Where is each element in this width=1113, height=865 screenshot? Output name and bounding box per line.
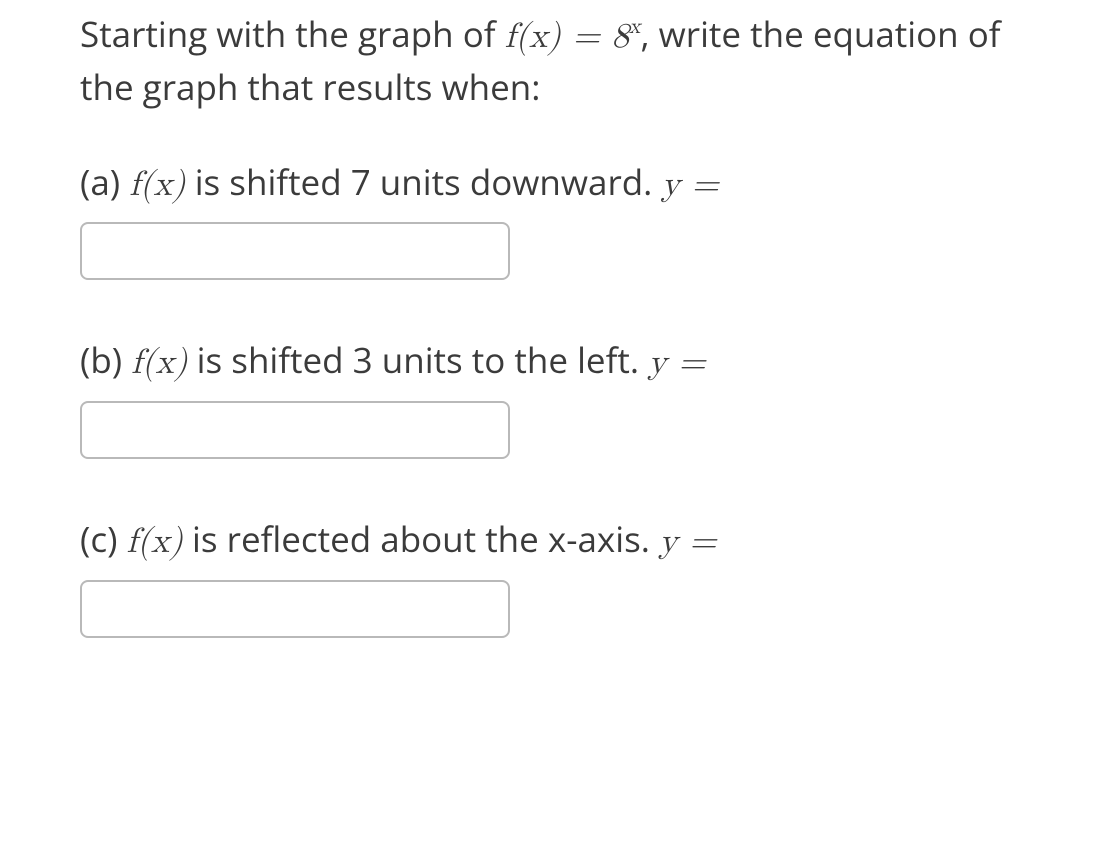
part-b-desc: is shifted 3 units to the left. <box>188 337 649 384</box>
question-page: Starting with the graph of f(x) = 8x, wr… <box>0 0 1113 734</box>
intro-pre: Starting with the graph of <box>80 11 505 58</box>
part-a-line: (a) f(x) is shifted 7 units downward. y … <box>80 158 1053 211</box>
part-c-line: (c) f(x) is reflected about the x-axis. … <box>80 515 1053 568</box>
part-a-desc: is shifted 7 units downward. <box>186 159 662 206</box>
part-c-label: (c) <box>80 516 127 563</box>
answer-input-a[interactable] <box>80 222 510 280</box>
part-b-line: (b) f(x) is shifted 3 units to the left.… <box>80 336 1053 389</box>
part-a: (a) f(x) is shifted 7 units downward. y … <box>80 158 1053 281</box>
part-c: (c) f(x) is reflected about the x-axis. … <box>80 515 1053 638</box>
part-c-func: f(x) <box>127 524 183 559</box>
part-a-func: f(x) <box>129 167 185 202</box>
part-a-label: (a) <box>80 159 129 206</box>
intro-text: Starting with the graph of f(x) = 8x, wr… <box>80 10 1053 114</box>
part-b-yvar: y <box>648 345 666 380</box>
part-c-eq: = <box>678 524 717 559</box>
part-c-yvar: y <box>659 524 677 559</box>
part-b-func: f(x) <box>131 345 187 380</box>
part-a-yvar: y <box>661 167 679 202</box>
answer-input-b[interactable] <box>80 401 510 459</box>
part-b-eq: = <box>667 345 706 380</box>
part-c-desc: is reflected about the x-axis. <box>183 516 659 563</box>
part-b-label: (b) <box>80 337 131 384</box>
intro-eq: = <box>561 19 611 54</box>
intro-base: 8 <box>612 19 630 54</box>
intro-func: f(x) <box>505 19 561 54</box>
part-a-eq: = <box>680 167 719 202</box>
part-b: (b) f(x) is shifted 3 units to the left.… <box>80 336 1053 459</box>
answer-input-c[interactable] <box>80 580 510 638</box>
intro-exp: x <box>629 17 640 38</box>
